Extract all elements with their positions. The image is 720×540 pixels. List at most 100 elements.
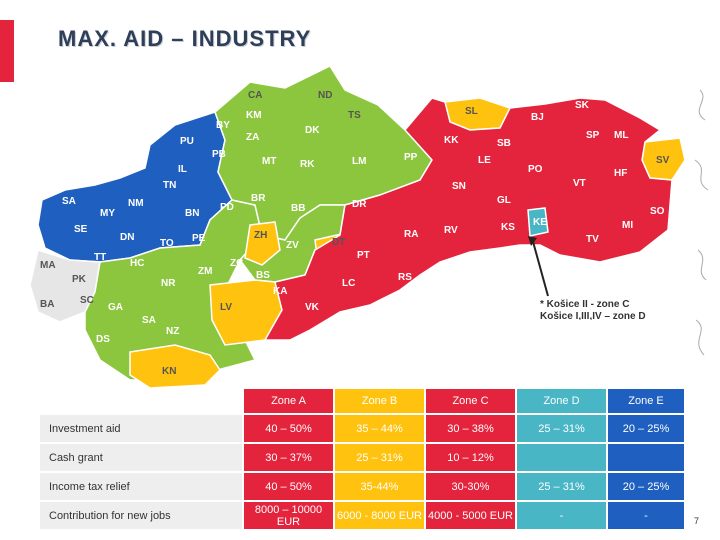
region-zone-b-kn (129, 344, 221, 389)
region-zone-b-zh (244, 221, 281, 266)
map-label-bs: BS (256, 270, 270, 281)
map-label-my: MY (100, 208, 115, 219)
map-label-gl: GL (497, 195, 511, 206)
map-label-by: BY (216, 120, 230, 131)
map-label-pk: PK (72, 274, 87, 285)
table-cell: - (516, 501, 608, 531)
map-label-le: LE (478, 155, 491, 166)
map-label-bn: BN (185, 208, 199, 219)
accent-bar (0, 20, 14, 82)
map-label-se: SE (74, 224, 88, 235)
map-label-ba: BA (40, 299, 54, 310)
table-cell: 35-44% (334, 472, 426, 502)
map-label-ts: TS (348, 110, 361, 121)
table-header-zone-e: Zone E (607, 389, 686, 415)
table-cell: 30-30% (425, 472, 517, 502)
map-label-ds: DS (96, 334, 110, 345)
table-cell: 30 – 37% (243, 443, 335, 473)
map-label-sp: SP (586, 130, 600, 141)
table-cell: 6000 - 8000 EUR (334, 501, 426, 531)
table-row: Contribution for new jobs 8000 – 10000 E… (40, 501, 686, 531)
map-label-sv: SV (656, 155, 670, 166)
map-label-ke: KE (533, 217, 547, 228)
map-label-bj: BJ (531, 112, 544, 123)
map-label-sa2: SA (142, 315, 156, 326)
map-label-dk: DK (305, 125, 320, 136)
table-cell: 30 – 38% (425, 414, 517, 444)
map-label-kk: KK (444, 135, 459, 146)
map-label-rk: RK (300, 159, 315, 170)
table-cell: 20 – 25% (607, 414, 686, 444)
table-cell: 10 – 12% (425, 443, 517, 473)
row-label-cash-grant: Cash grant (40, 443, 244, 473)
slovakia-zone-map: CA ND KM BY TS PU ZA DK PB MT RK LM PP I… (29, 65, 686, 389)
map-label-dr: DR (352, 199, 367, 210)
map-label-nz: NZ (166, 326, 179, 337)
map-edge-decoration (694, 89, 709, 356)
table-cell: - (607, 501, 686, 531)
map-label-ka: KA (273, 286, 287, 297)
map-label-rv: RV (444, 225, 458, 236)
map-label-ca: CA (248, 90, 262, 101)
map-label-sl: SL (465, 106, 478, 117)
map-label-pb: PB (212, 149, 226, 160)
map-label-dt: DT (332, 237, 345, 248)
map-label-nd: ND (318, 90, 332, 101)
map-label-rs: RS (398, 272, 412, 283)
map-label-pt: PT (357, 250, 370, 261)
map-label-mi: MI (622, 220, 633, 231)
table-cell: 20 – 25% (607, 472, 686, 502)
table-row: Income tax relief 40 – 50% 35-44% 30-30%… (40, 472, 686, 502)
map-label-vk: VK (305, 302, 320, 313)
map-label-za: ZA (246, 132, 259, 143)
map-label-ga: GA (108, 302, 123, 313)
kosice-arrow-head (528, 236, 537, 246)
table-cell (516, 443, 608, 473)
map-label-ks: KS (501, 222, 515, 233)
region-zone-a-east (263, 97, 673, 341)
map-label-mt: MT (262, 156, 276, 167)
map-label-ml: ML (614, 130, 628, 141)
table-cell: 40 – 50% (243, 472, 335, 502)
map-label-zc: ZC (230, 258, 243, 269)
table-header-zone-b: Zone B (334, 389, 426, 415)
map-label-tn: TN (163, 180, 176, 191)
map-label-sk: SK (575, 100, 590, 111)
map-label-pu: PU (180, 136, 194, 147)
map-label-so: SO (650, 206, 665, 217)
map-label-to: TO (160, 238, 174, 249)
map-label-tv: TV (586, 234, 599, 245)
map-label-lc: LC (342, 278, 355, 289)
table-header-blank (40, 389, 244, 415)
map-label-pd: PD (220, 202, 234, 213)
map-label-ma: MA (40, 260, 56, 271)
row-label-income-tax-relief: Income tax relief (40, 472, 244, 502)
row-label-investment-aid: Investment aid (40, 414, 244, 444)
map-label-zv: ZV (286, 240, 299, 251)
table-cell: 40 – 50% (243, 414, 335, 444)
map-label-nr: NR (161, 278, 176, 289)
map-label-sb: SB (497, 138, 511, 149)
table-cell: 8000 – 10000 EUR (243, 501, 335, 531)
table-cell (607, 443, 686, 473)
map-label-ra: RA (404, 229, 418, 240)
aid-table: Zone A Zone B Zone C Zone D Zone E Inves… (40, 389, 686, 531)
table-cell: 4000 - 5000 EUR (425, 501, 517, 531)
map-label-sc: SC (80, 295, 94, 306)
map-label-vt: VT (573, 178, 586, 189)
page-title: MAX. AID – INDUSTRY (58, 26, 312, 51)
map-label-nm: NM (128, 198, 144, 209)
table-header-zone-c: Zone C (425, 389, 517, 415)
table-cell: 35 – 44% (334, 414, 426, 444)
map-label-sn: SN (452, 181, 466, 192)
map-label-tt: TT (94, 252, 106, 263)
map-label-dn: DN (120, 232, 134, 243)
map-label-kn: KN (162, 366, 176, 377)
map-label-lm: LM (352, 156, 366, 167)
kosice-arrow (531, 237, 549, 297)
table-header-zone-a: Zone A (243, 389, 335, 415)
map-label-br: BR (251, 193, 266, 204)
region-zone-d-kosice (527, 207, 549, 237)
kosice-note: * Košice II - zone C Košice I,III,IV – z… (540, 299, 685, 320)
map-label-il: IL (178, 164, 187, 175)
